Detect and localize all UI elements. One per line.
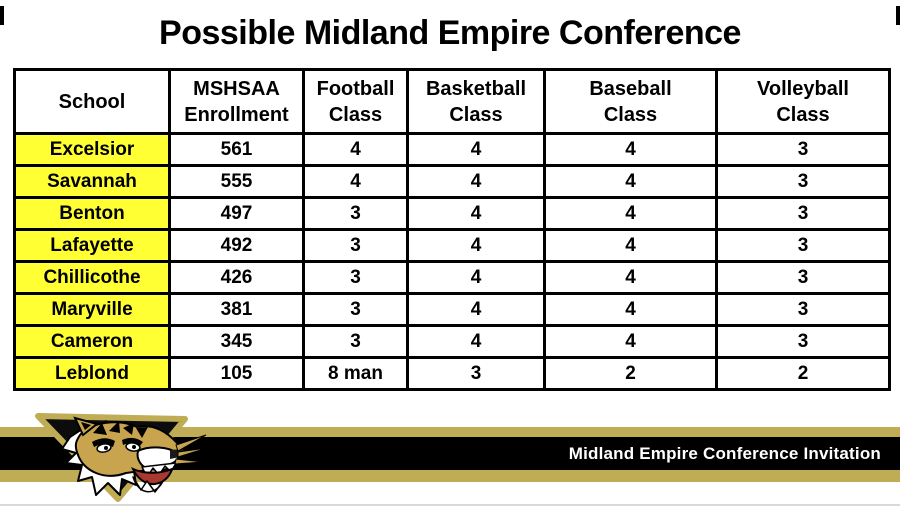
tiger-icon	[35, 413, 208, 502]
enrollment-cell: 492	[168, 228, 305, 263]
right-edge-mark	[896, 6, 900, 25]
football-class-cell: 3	[302, 228, 409, 263]
volleyball-class-cell: 3	[715, 196, 891, 231]
volleyball-class-cell: 3	[715, 324, 891, 359]
baseball-class-cell: 4	[543, 196, 718, 231]
volleyball-class-cell: 3	[715, 292, 891, 327]
school-cell: Chillicothe	[13, 260, 171, 295]
football-class-cell: 4	[302, 164, 409, 199]
enrollment-cell: 426	[168, 260, 305, 295]
basketball-class-cell: 4	[406, 164, 546, 199]
school-cell: Savannah	[13, 164, 171, 199]
school-cell: Lafayette	[13, 228, 171, 263]
col-header-enrollment: MSHSAA Enrollment	[168, 68, 305, 135]
tiger-mascot-logo	[30, 411, 208, 503]
volleyball-class-cell: 3	[715, 260, 891, 295]
baseball-class-cell: 4	[543, 228, 718, 263]
enrollment-cell: 345	[168, 324, 305, 359]
table-row: Savannah 555 4 4 4 3	[13, 164, 891, 199]
conference-table: School MSHSAA Enrollment Football Class …	[13, 68, 891, 391]
basketball-class-cell: 4	[406, 292, 546, 327]
enrollment-cell: 497	[168, 196, 305, 231]
baseball-class-cell: 4	[543, 324, 718, 359]
basketball-class-cell: 4	[406, 260, 546, 295]
volleyball-class-cell: 2	[715, 356, 891, 391]
basketball-class-cell: 4	[406, 324, 546, 359]
volleyball-class-cell: 3	[715, 164, 891, 199]
table-row: Cameron 345 3 4 4 3	[13, 324, 891, 359]
basketball-class-cell: 4	[406, 228, 546, 263]
enrollment-cell: 561	[168, 132, 305, 167]
left-edge-mark	[0, 6, 4, 25]
enrollment-cell: 105	[168, 356, 305, 391]
volleyball-class-cell: 3	[715, 132, 891, 167]
enrollment-cell: 555	[168, 164, 305, 199]
baseball-class-cell: 4	[543, 292, 718, 327]
football-class-cell: 4	[302, 132, 409, 167]
baseball-class-cell: 4	[543, 132, 718, 167]
baseball-class-cell: 2	[543, 356, 718, 391]
football-class-cell: 3	[302, 260, 409, 295]
basketball-class-cell: 4	[406, 132, 546, 167]
volleyball-class-cell: 3	[715, 228, 891, 263]
bottom-divider-line	[0, 504, 900, 506]
table-row: Leblond 105 8 man 3 2 2	[13, 356, 891, 391]
school-cell: Maryville	[13, 292, 171, 327]
football-class-cell: 3	[302, 324, 409, 359]
school-cell: Excelsior	[13, 132, 171, 167]
football-class-cell: 8 man	[302, 356, 409, 391]
table-header-row: School MSHSAA Enrollment Football Class …	[13, 68, 891, 135]
football-class-cell: 3	[302, 196, 409, 231]
table-row: Lafayette 492 3 4 4 3	[13, 228, 891, 263]
enrollment-cell: 381	[168, 292, 305, 327]
gold-stripe-top	[0, 427, 900, 437]
table-row: Benton 497 3 4 4 3	[13, 196, 891, 231]
col-header-football: Football Class	[302, 68, 409, 135]
slide-title: Possible Midland Empire Conference	[159, 14, 741, 52]
school-cell: Benton	[13, 196, 171, 231]
baseball-class-cell: 4	[543, 260, 718, 295]
table-row: Maryville 381 3 4 4 3	[13, 292, 891, 327]
col-header-basketball: Basketball Class	[406, 68, 546, 135]
baseball-class-cell: 4	[543, 164, 718, 199]
gold-stripe-bottom	[0, 470, 900, 482]
col-header-baseball: Baseball Class	[543, 68, 718, 135]
school-cell: Leblond	[13, 356, 171, 391]
football-class-cell: 3	[302, 292, 409, 327]
table-row: Chillicothe 426 3 4 4 3	[13, 260, 891, 295]
school-cell: Cameron	[13, 324, 171, 359]
col-header-school: School	[13, 68, 171, 135]
basketball-class-cell: 3	[406, 356, 546, 391]
col-header-volleyball: Volleyball Class	[715, 68, 891, 135]
banner-text: Midland Empire Conference Invitation	[568, 443, 881, 463]
basketball-class-cell: 4	[406, 196, 546, 231]
table-row: Excelsior 561 4 4 4 3	[13, 132, 891, 167]
